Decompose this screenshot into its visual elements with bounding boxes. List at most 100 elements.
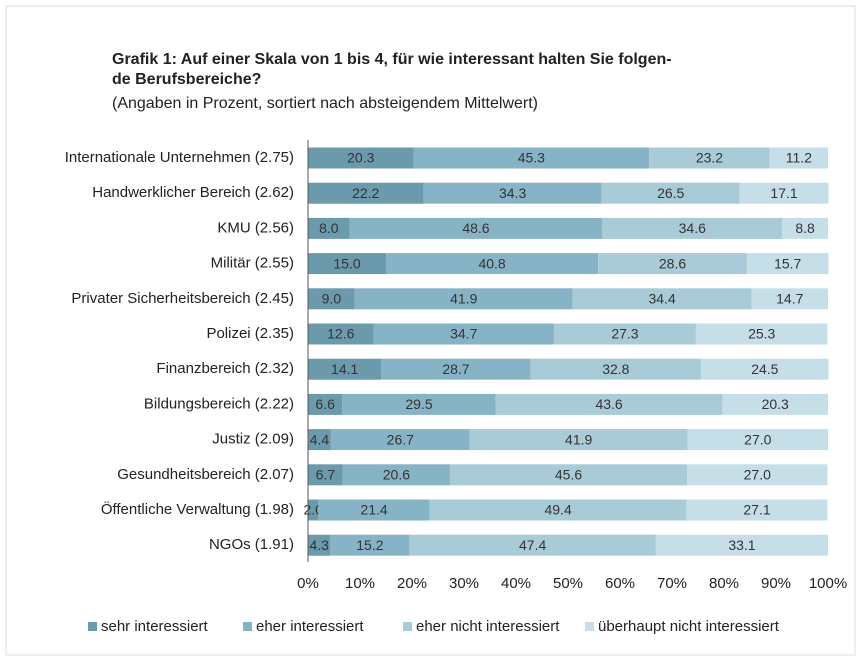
bar-segment xyxy=(409,534,656,556)
x-tick-label: 10% xyxy=(345,575,375,592)
value-label: 45.6 xyxy=(555,467,582,483)
value-label: 15.7 xyxy=(774,255,801,271)
value-label: 11.2 xyxy=(786,150,812,166)
bar-segment xyxy=(722,393,828,415)
bar-segment xyxy=(413,147,650,169)
x-tick-label: 100% xyxy=(809,575,847,592)
x-tick-label: 0% xyxy=(297,575,319,592)
y-tick-label: Finanzbereich (2.32) xyxy=(156,360,294,377)
value-label: 22.2 xyxy=(352,185,379,201)
bar-segment xyxy=(423,182,602,204)
legend-swatch xyxy=(88,622,97,631)
value-label: 45.3 xyxy=(518,150,545,166)
bar-segment xyxy=(649,147,770,169)
value-label: 24.5 xyxy=(751,361,778,377)
bar-segment xyxy=(318,499,430,521)
x-tick-label: 70% xyxy=(657,575,687,592)
bar-segment xyxy=(686,499,828,521)
value-label: 26.5 xyxy=(657,185,684,201)
value-label: 14.7 xyxy=(776,291,803,307)
value-label: 40.8 xyxy=(478,255,505,271)
legend-label: eher nicht interessiert xyxy=(416,618,560,635)
x-tick-label: 60% xyxy=(605,575,635,592)
y-tick-label: Öffentliche Verwaltung (1.98) xyxy=(101,500,294,518)
y-tick-label: NGOs (1.91) xyxy=(209,536,294,553)
bar-segment xyxy=(308,253,386,275)
y-tick-label: Polizei (2.35) xyxy=(206,325,294,342)
value-label: 20.3 xyxy=(762,396,789,412)
value-label: 9.0 xyxy=(322,291,342,307)
value-label: 34.7 xyxy=(450,326,477,342)
bar-segment xyxy=(308,217,350,239)
y-tick-label: Gesundheitsbereich (2.07) xyxy=(117,466,294,483)
bar-segment xyxy=(687,429,828,451)
value-label: 28.7 xyxy=(442,361,469,377)
bar-segment xyxy=(308,147,414,169)
bar-segment xyxy=(687,464,828,486)
value-label: 41.9 xyxy=(450,291,477,307)
value-label: 34.6 xyxy=(679,220,706,236)
bar-segment xyxy=(751,288,828,310)
value-label: 26.7 xyxy=(387,431,414,447)
value-label: 6.7 xyxy=(316,467,336,483)
value-label: 17.1 xyxy=(770,185,797,201)
bar-segment xyxy=(308,182,424,204)
bar-segment xyxy=(469,429,688,451)
y-tick-label: Militär (2.55) xyxy=(211,255,294,272)
x-tick-label: 90% xyxy=(761,575,791,592)
bar-segment xyxy=(530,358,702,380)
frame xyxy=(5,5,856,656)
legend-label: sehr interessiert xyxy=(101,618,209,635)
value-label: 41.9 xyxy=(565,431,592,447)
value-label: 15.0 xyxy=(333,255,360,271)
y-tick-label: Internationale Unternehmen (2.75) xyxy=(65,149,294,166)
x-tick-label: 30% xyxy=(449,575,479,592)
value-label: 28.6 xyxy=(659,255,686,271)
value-label: 34.4 xyxy=(648,291,675,307)
bar-segment xyxy=(308,288,355,310)
y-tick-label: KMU (2.56) xyxy=(217,219,294,236)
bar-segment xyxy=(739,182,829,204)
bar-segment xyxy=(373,323,554,345)
bar-segment xyxy=(381,358,531,380)
bar-segment xyxy=(386,253,599,275)
y-tick-label: Justiz (2.09) xyxy=(212,431,294,448)
bar-segment xyxy=(308,393,343,415)
value-label: 4.4 xyxy=(310,431,330,447)
bar-segment xyxy=(342,393,496,415)
value-label: 25.3 xyxy=(748,326,775,342)
value-label: 33.1 xyxy=(728,537,755,553)
value-label: 21.4 xyxy=(360,502,387,518)
bar-segment xyxy=(782,217,828,239)
value-label: 8.0 xyxy=(319,220,339,236)
bar-segment xyxy=(342,464,450,486)
legend-label: überhaupt nicht interessiert xyxy=(598,618,780,635)
y-tick-label: Privater Sicherheitsbereich (2.45) xyxy=(71,290,294,307)
bar-segment xyxy=(449,464,688,486)
bar-segment xyxy=(598,253,747,275)
value-label: 32.8 xyxy=(602,361,629,377)
y-tick-label: Bildungsbereich (2.22) xyxy=(144,395,294,412)
legend-swatch xyxy=(243,622,252,631)
x-tick-label: 20% xyxy=(397,575,427,592)
value-label: 27.0 xyxy=(744,467,771,483)
x-tick-label: 80% xyxy=(709,575,739,592)
bar-segment xyxy=(308,464,343,486)
value-label: 6.6 xyxy=(315,396,335,412)
value-label: 29.5 xyxy=(405,396,432,412)
x-tick-label: 50% xyxy=(553,575,583,592)
value-label: 47.4 xyxy=(519,537,546,553)
bar-segment xyxy=(769,147,828,169)
bar-segment xyxy=(495,393,723,415)
value-label: 27.3 xyxy=(611,326,638,342)
value-label: 27.1 xyxy=(743,502,770,518)
bar-segment xyxy=(701,358,829,380)
bar-segment xyxy=(308,323,374,345)
bar-segment xyxy=(330,429,470,451)
bar-segment xyxy=(746,253,829,275)
bar-segment xyxy=(602,217,783,239)
chart-subtitle: (Angaben in Prozent, sortiert nach abste… xyxy=(112,95,538,112)
value-label: 48.6 xyxy=(462,220,489,236)
chart-title: de Berufsbereiche? xyxy=(112,71,261,88)
